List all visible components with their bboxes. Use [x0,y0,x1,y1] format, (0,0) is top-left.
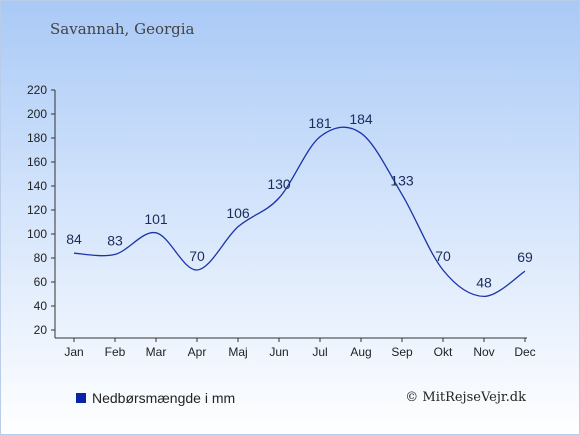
y-tick-label: 60 [34,275,48,289]
copyright-notice: © MitRejseVejr.dk [405,390,526,405]
x-tick-label: Okt [434,345,453,359]
x-tick-label: Jul [312,345,327,359]
x-tick-label: Apr [188,345,207,359]
data-label: 84 [66,231,82,247]
data-label: 70 [189,248,205,264]
chart-plot-area: 84 83 101 70 106 130 181 184 133 70 48 69 [66,111,533,298]
chart-legend: Nedbørsmængde i mm [76,390,235,406]
data-label: 184 [349,111,373,127]
data-label: 130 [267,176,291,192]
legend-label: Nedbørsmængde i mm [92,390,236,406]
data-label: 106 [226,205,250,221]
chart-title: Savannah, Georgia [50,20,195,38]
y-tick-label: 80 [34,251,48,265]
data-label: 133 [390,172,414,188]
y-tick-label: 100 [27,227,47,241]
y-tick-label: 180 [27,131,47,145]
x-tick-label: Aug [350,345,371,359]
y-tick-label: 160 [27,155,47,169]
data-label: 48 [476,274,492,290]
legend-swatch [76,393,86,403]
x-tick-label: Feb [105,345,126,359]
x-tick-label: Jun [269,345,288,359]
series-line [73,126,526,298]
data-label: 69 [517,249,533,265]
y-tick-label: 200 [27,107,47,121]
y-tick-label: 40 [34,299,48,313]
data-label: 101 [144,211,168,227]
x-tick-label: Sep [391,345,413,359]
x-tick-label: Mar [146,345,167,359]
data-label: 181 [308,115,332,131]
chart-axes: 20 40 60 80 100 120 140 160 180 200 220 Jan Feb Mar Ap… [27,83,536,359]
x-tick-label: Nov [473,345,494,359]
x-tick-label: Jan [64,345,83,359]
y-tick-label: 120 [27,203,47,217]
y-tick-label: 20 [34,323,48,337]
data-label: 83 [107,232,123,248]
y-tick-label: 140 [27,179,47,193]
y-tick-label: 220 [27,83,47,97]
x-tick-label: Maj [228,345,247,359]
data-label: 70 [435,248,451,264]
x-tick-label: Dec [514,345,535,359]
